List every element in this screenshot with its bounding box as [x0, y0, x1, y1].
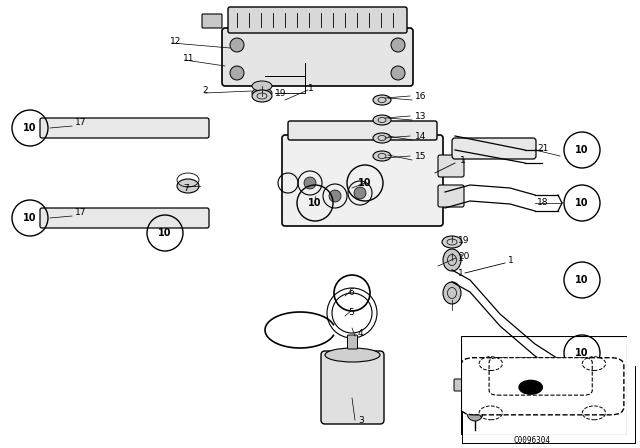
- Text: 10: 10: [308, 198, 322, 208]
- Ellipse shape: [252, 88, 272, 98]
- Ellipse shape: [373, 95, 391, 105]
- FancyBboxPatch shape: [288, 121, 437, 140]
- Text: 21: 21: [537, 143, 548, 152]
- FancyBboxPatch shape: [321, 351, 384, 424]
- FancyBboxPatch shape: [40, 118, 209, 138]
- FancyBboxPatch shape: [228, 7, 407, 33]
- Text: 11: 11: [183, 53, 195, 63]
- Circle shape: [230, 38, 244, 52]
- Text: 19: 19: [275, 89, 287, 98]
- Text: 1: 1: [458, 254, 464, 263]
- Text: 1: 1: [458, 268, 464, 277]
- Text: 17: 17: [75, 117, 86, 126]
- Text: 6: 6: [348, 288, 354, 297]
- FancyBboxPatch shape: [438, 185, 464, 207]
- Text: 10: 10: [23, 213, 36, 223]
- Circle shape: [329, 190, 341, 202]
- Text: 4: 4: [358, 328, 364, 337]
- Ellipse shape: [252, 81, 272, 91]
- Ellipse shape: [373, 115, 391, 125]
- FancyBboxPatch shape: [282, 135, 443, 226]
- Text: 10: 10: [575, 348, 589, 358]
- Circle shape: [304, 177, 316, 189]
- Text: 10: 10: [358, 178, 372, 188]
- Ellipse shape: [252, 90, 272, 102]
- Text: 5: 5: [348, 307, 354, 316]
- FancyBboxPatch shape: [222, 28, 413, 86]
- Text: C0096304: C0096304: [513, 435, 550, 444]
- Text: 13: 13: [415, 112, 426, 121]
- Circle shape: [230, 66, 244, 80]
- FancyBboxPatch shape: [348, 335, 358, 349]
- Ellipse shape: [373, 133, 391, 143]
- Text: 14: 14: [415, 132, 426, 141]
- Text: 12: 12: [170, 36, 181, 46]
- Ellipse shape: [443, 282, 461, 304]
- Text: 7: 7: [183, 184, 189, 193]
- Circle shape: [391, 66, 405, 80]
- Text: 1: 1: [460, 155, 466, 164]
- FancyBboxPatch shape: [452, 138, 536, 159]
- FancyBboxPatch shape: [489, 358, 592, 395]
- FancyBboxPatch shape: [202, 14, 222, 28]
- FancyBboxPatch shape: [454, 379, 471, 391]
- Text: 10: 10: [575, 145, 589, 155]
- Text: 10: 10: [158, 228, 172, 238]
- Text: 1: 1: [508, 255, 514, 264]
- FancyBboxPatch shape: [461, 358, 624, 415]
- Circle shape: [467, 405, 483, 421]
- Ellipse shape: [373, 151, 391, 161]
- Text: 19: 19: [458, 236, 470, 245]
- Text: 17: 17: [75, 207, 86, 216]
- Ellipse shape: [442, 236, 462, 248]
- Text: 20: 20: [458, 251, 469, 260]
- Text: 15: 15: [415, 151, 426, 160]
- Text: 16: 16: [415, 91, 426, 100]
- Ellipse shape: [443, 249, 461, 271]
- Text: 1: 1: [308, 83, 314, 92]
- FancyBboxPatch shape: [40, 208, 209, 228]
- Circle shape: [519, 380, 542, 394]
- Text: 8: 8: [468, 379, 474, 388]
- Text: 10: 10: [575, 198, 589, 208]
- Text: 10: 10: [575, 275, 589, 285]
- Text: 2: 2: [202, 86, 207, 95]
- Text: 9: 9: [468, 404, 474, 413]
- Text: 3: 3: [358, 415, 364, 425]
- Circle shape: [354, 187, 366, 199]
- Text: 18: 18: [537, 198, 548, 207]
- Text: 10: 10: [23, 123, 36, 133]
- Circle shape: [391, 38, 405, 52]
- FancyBboxPatch shape: [438, 155, 464, 177]
- Ellipse shape: [177, 179, 199, 193]
- Ellipse shape: [325, 348, 380, 362]
